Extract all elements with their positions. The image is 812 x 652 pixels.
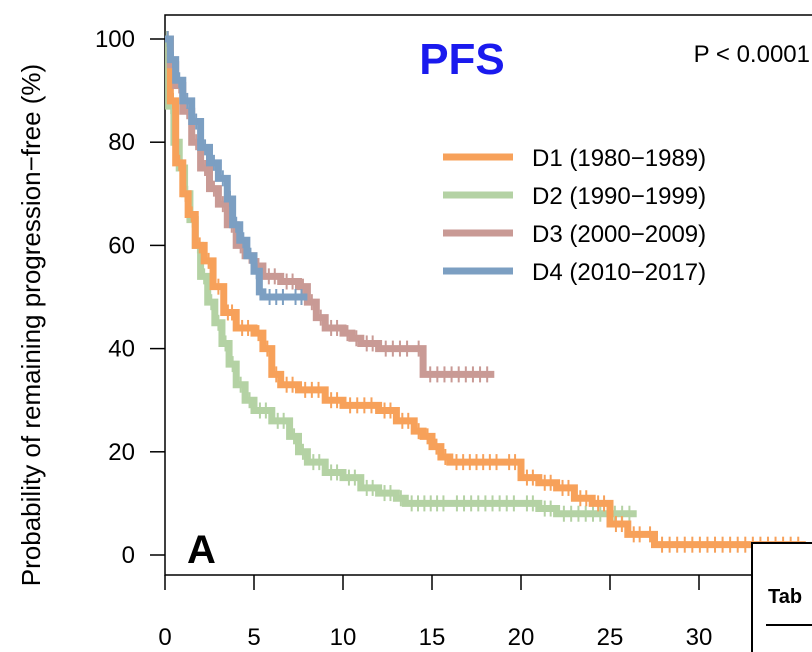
x-tick-label: 5 xyxy=(247,624,260,651)
y-tick-label: 100 xyxy=(95,26,135,53)
inset-table-frame xyxy=(751,542,812,652)
inset-table-box: Tab xyxy=(751,542,812,652)
x-tick-label: 15 xyxy=(419,624,446,651)
legend-label-3: D3 (2000−2009) xyxy=(532,221,706,248)
y-axis-title: Probability of remaining progression−fre… xyxy=(16,64,46,586)
legend-label-4: D4 (2010−2017) xyxy=(532,259,706,286)
chart-title: PFS xyxy=(419,35,505,84)
x-tick-label: 20 xyxy=(508,624,535,651)
series-line-3 xyxy=(165,35,495,378)
plot-frame xyxy=(164,14,812,576)
legend-label-2: D2 (1990−1999) xyxy=(532,183,706,210)
series-line-1 xyxy=(165,35,806,549)
legend: D1 (1980−1989) D2 (1990−1999) D3 (2000−200… xyxy=(443,145,706,286)
p-value-annotation: P < 0.0001 xyxy=(694,41,810,68)
y-tick-label: 60 xyxy=(108,232,135,259)
y-tick-label: 80 xyxy=(108,129,135,156)
axes: 0 20 40 60 80 100 0 5 10 15 20 25 30 xyxy=(95,26,712,651)
inset-table-label: Tab xyxy=(768,586,802,608)
censor-marks-4 xyxy=(166,31,303,305)
y-tick-label: 20 xyxy=(108,439,135,466)
y-tick-label: 40 xyxy=(108,336,135,363)
x-tick-label: 30 xyxy=(686,624,713,651)
series-line-4 xyxy=(165,35,308,301)
legend-label-1: D1 (1980−1989) xyxy=(532,145,706,172)
x-tick-label: 0 xyxy=(158,624,171,651)
x-tick-label: 25 xyxy=(597,624,624,651)
survival-curves xyxy=(165,31,806,553)
y-tick-label: 0 xyxy=(122,542,135,569)
panel-label: A xyxy=(187,528,216,572)
x-tick-label: 10 xyxy=(330,624,357,651)
